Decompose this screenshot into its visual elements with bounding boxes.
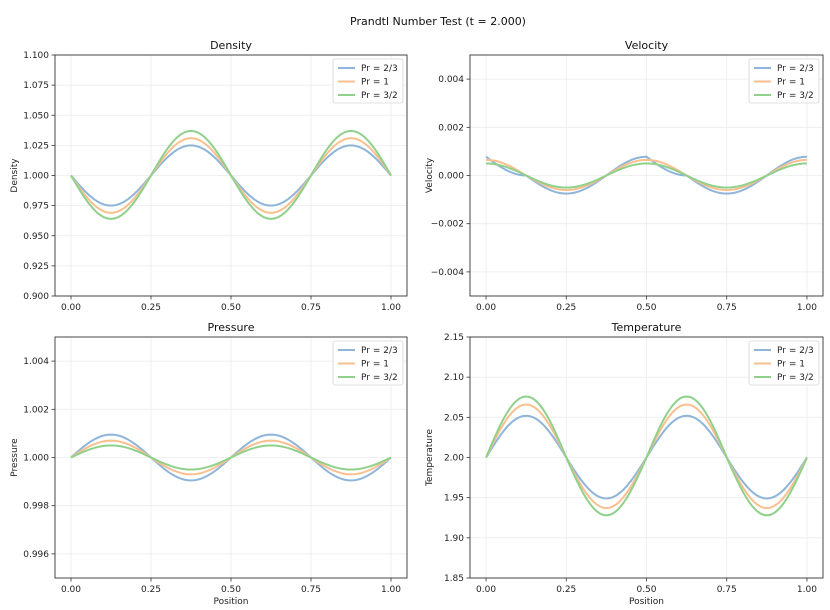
temperature-legend-label-3: Pr = 3/2 <box>777 373 814 383</box>
temperature-y-tick-label: 1.95 <box>444 494 464 504</box>
pressure-x-tick-label: 0.50 <box>221 585 241 595</box>
density-x-tick-label: 0.50 <box>221 303 241 313</box>
velocity-y-tick-label: 0.002 <box>438 123 464 133</box>
density-y-tick-label: 0.925 <box>23 262 49 272</box>
density-x-tick-label: 0.75 <box>301 303 321 313</box>
pressure-series-line-3 <box>70 444 392 471</box>
density-y-tick-label: 0.900 <box>23 292 49 302</box>
temperature-y-tick-label: 1.90 <box>444 534 464 544</box>
pressure-y-tick-label: 1.000 <box>23 454 49 464</box>
velocity-title: Velocity <box>625 39 669 52</box>
pressure-x-tick-label: 1.00 <box>381 585 401 595</box>
temperature-x-tick-label: 1.00 <box>797 585 817 595</box>
velocity-legend-label-2: Pr = 1 <box>777 78 805 88</box>
density-title: Density <box>210 39 252 52</box>
temperature-title: Temperature <box>611 321 682 334</box>
velocity-series-line-2 <box>486 158 807 191</box>
pressure-legend-label-3: Pr = 3/2 <box>361 373 398 383</box>
velocity-y-tick-label: 0.000 <box>438 172 464 182</box>
velocity-y-tick-label: −0.002 <box>431 220 464 230</box>
velocity-series-line-3 <box>486 162 807 189</box>
pressure-y-tick-label: 0.998 <box>23 502 49 512</box>
density-y-axis-label: Density <box>10 158 20 193</box>
temperature-legend-label-1: Pr = 2/3 <box>777 346 814 356</box>
temperature-legend: Pr = 2/3 Pr = 1 Pr = 3/2 <box>748 340 820 386</box>
temperature-y-tick-label: 1.85 <box>444 574 464 584</box>
density-legend-label-3: Pr = 3/2 <box>361 91 398 101</box>
density-series-line-3 <box>70 129 392 220</box>
density-y-tick-label: 1.075 <box>23 81 49 91</box>
pressure-legend-label-2: Pr = 1 <box>361 360 389 370</box>
temperature-y-tick-label: 2.15 <box>444 333 464 343</box>
pressure-legend-label-1: Pr = 2/3 <box>361 346 398 356</box>
temperature-x-tick-label: 0.75 <box>717 585 737 595</box>
velocity-legend: Pr = 2/3 Pr = 1 Pr = 3/2 <box>748 58 820 104</box>
temperature-y-tick-label: 2.05 <box>444 413 464 423</box>
density-x-tick-label: 1.00 <box>381 303 401 313</box>
density-legend-label-2: Pr = 1 <box>361 78 389 88</box>
velocity-x-tick-label: 0.00 <box>476 303 496 313</box>
velocity-y-tick-label: 0.004 <box>438 75 464 85</box>
pressure-x-tick-label: 0.75 <box>301 585 321 595</box>
pressure-y-axis-label: Pressure <box>10 438 20 477</box>
velocity-y-axis-label: Velocity <box>425 157 435 193</box>
density-panel: 0.00 0.25 0.50 0.75 1.00 0.900 0.925 0.950 0.975… <box>10 39 408 313</box>
velocity-legend-label-3: Pr = 3/2 <box>777 91 814 101</box>
velocity-panel: 0.00 0.25 0.50 0.75 1.00 −0.004 −0.002 0.000 0.0… <box>425 39 824 313</box>
temperature-y-tick-label: 2.00 <box>444 454 464 464</box>
pressure-y-tick-label: 0.996 <box>23 550 49 560</box>
temperature-x-tick-label: 0.50 <box>636 585 656 595</box>
velocity-legend-label-1: Pr = 2/3 <box>777 64 814 74</box>
velocity-y-tick-label: −0.004 <box>431 268 465 278</box>
pressure-y-tick-label: 1.004 <box>23 357 49 367</box>
figure-title: Prandtl Number Test (t = 2.000) <box>350 15 526 28</box>
temperature-y-axis-label: Temperature <box>425 429 435 487</box>
density-x-tick-label: 0.00 <box>61 303 81 313</box>
temperature-y-tick-label: 2.10 <box>444 373 464 383</box>
pressure-x-tick-label: 0.00 <box>61 585 81 595</box>
velocity-x-tick-label: 0.75 <box>717 303 737 313</box>
velocity-legend-box <box>748 58 820 104</box>
pressure-panel: 0.00 0.25 0.50 0.75 1.00 0.996 0.998 1.000 1.002… <box>10 321 408 607</box>
density-legend: Pr = 2/3 Pr = 1 Pr = 3/2 <box>332 58 404 104</box>
panels: 0.00 0.25 0.50 0.75 1.00 0.900 0.925 0.950 0.975… <box>10 39 824 607</box>
density-y-tick-label: 1.050 <box>23 111 49 121</box>
velocity-series-line-1 <box>485 155 807 195</box>
density-y-tick-label: 0.975 <box>23 202 49 212</box>
pressure-x-tick-label: 0.25 <box>141 585 161 595</box>
density-x-tick-label: 0.25 <box>141 303 161 313</box>
pressure-x-axis-label: Position <box>213 597 248 607</box>
density-y-tick-label: 1.025 <box>23 141 49 151</box>
temperature-x-tick-label: 0.00 <box>476 585 496 595</box>
density-legend-box <box>332 58 404 104</box>
density-legend-label-1: Pr = 2/3 <box>361 64 398 74</box>
temperature-x-axis-label: Position <box>629 597 664 607</box>
temperature-legend-label-2: Pr = 1 <box>777 360 805 370</box>
pressure-title: Pressure <box>208 321 255 334</box>
temperature-panel: 0.00 0.25 0.50 0.75 1.00 1.85 1.90 1.95 2.00 2.05… <box>425 321 824 607</box>
velocity-x-tick-label: 0.25 <box>556 303 576 313</box>
pressure-legend: Pr = 2/3 Pr = 1 Pr = 3/2 <box>332 340 404 386</box>
temperature-series-line-3 <box>485 395 808 517</box>
density-y-tick-label: 1.000 <box>23 172 49 182</box>
density-y-tick-label: 0.950 <box>23 232 49 242</box>
pressure-legend-box <box>332 340 404 386</box>
pressure-y-tick-label: 1.002 <box>23 405 49 415</box>
velocity-x-tick-label: 0.50 <box>636 303 656 313</box>
temperature-legend-box <box>748 340 820 386</box>
density-y-tick-label: 1.100 <box>23 51 49 61</box>
temperature-x-tick-label: 0.25 <box>556 585 576 595</box>
velocity-x-tick-label: 1.00 <box>797 303 817 313</box>
